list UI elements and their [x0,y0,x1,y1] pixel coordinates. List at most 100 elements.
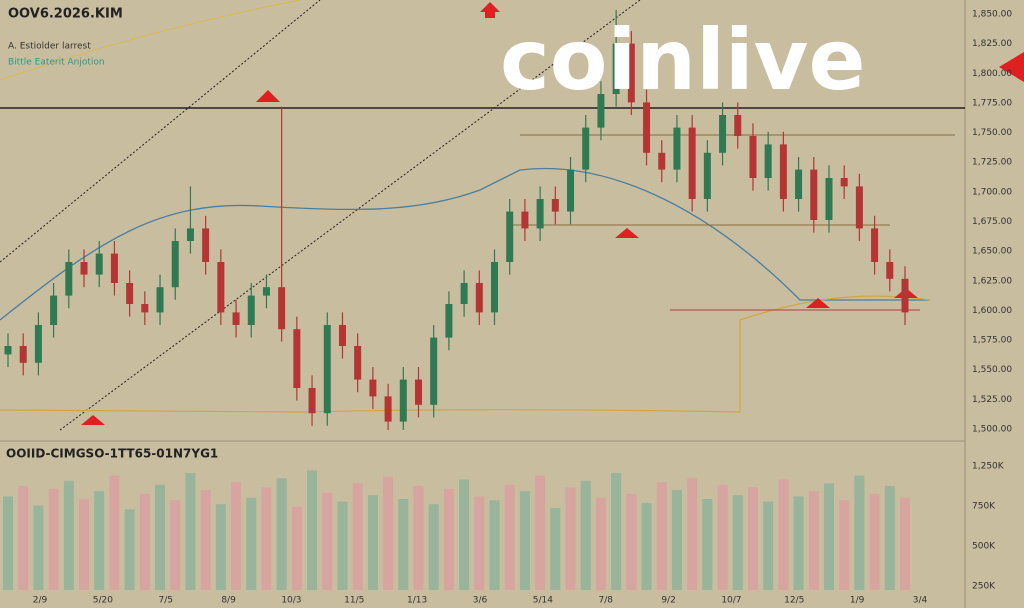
volume-bar [671,489,682,590]
candle-body [141,304,149,313]
candle-body [126,283,134,304]
trend-line [59,0,641,431]
x-tick-label: 5/14 [533,596,553,606]
volume-bar [352,483,363,590]
volume-bar [823,483,834,590]
volume-bar [656,482,667,590]
chart-title: OOV6.2026.KIM [8,7,123,22]
candle-body [293,329,301,388]
volume-bar [565,487,576,590]
volume-bar [702,499,713,590]
volume-bar [185,473,196,590]
candle-body [262,287,270,296]
candle-body [764,144,772,178]
candle-body [551,199,559,212]
price-label: 1,725.00 [972,158,1012,168]
candle-body [156,287,164,313]
moving-average [0,295,931,413]
price-label: 1,550.00 [972,365,1012,375]
volume-bar [170,500,181,590]
candle-body [384,396,392,422]
candle-body [521,211,529,229]
watermark: coinlive [500,11,865,109]
volume-bar [854,475,865,590]
x-tick-label: 10/7 [721,596,741,606]
volume-axis-label: 250K [972,582,996,592]
price-label: 1,575.00 [972,336,1012,346]
arrow-marker [81,415,105,425]
volume-bar [337,501,348,590]
candle-body [886,262,894,279]
volume-bar [778,479,789,590]
x-tick-label: 10/3 [281,596,301,606]
volume-bar [63,480,74,590]
candle-body [901,278,909,313]
volume-bar [626,493,637,590]
price-label: 1,500.00 [972,425,1012,435]
candle-body [65,262,73,296]
candle-body [506,211,514,262]
candle-body [80,262,88,275]
candle-body [688,127,696,199]
plot [3,10,910,590]
candle-body [338,325,346,346]
volume-title: OOIID-CIMGSO-1TT65-01N7YG1 [6,447,218,461]
price-label: 1,525.00 [972,395,1012,405]
price-label: 1,625.00 [972,276,1012,286]
volume-bar [3,496,13,590]
candle-body [247,295,255,325]
volume-axis-label: 500K [972,542,996,552]
candle-body [186,228,194,241]
x-tick-label: 3/6 [473,596,488,606]
volume-bar [79,499,90,590]
volume-bar [839,500,850,590]
volume-bar [550,508,561,590]
x-tick-label: 8/9 [221,596,236,606]
price-label: 1,800.00 [972,69,1012,79]
volume-bar [94,491,105,590]
arrow-marker [806,298,830,308]
volume-bar [322,492,333,590]
candle-body [323,325,331,414]
volume-bar [215,504,226,590]
candle-body [110,253,118,283]
volume-bar [793,496,804,590]
candle-body [491,262,499,313]
volume-bar [884,486,895,590]
x-tick-label: 2/9 [33,596,48,606]
price-label: 1,700.00 [972,187,1012,197]
volume-bar [474,496,485,590]
candle-body [278,287,286,330]
trend-line [0,0,321,263]
candle-body [719,115,727,153]
candle-body [536,199,544,229]
candle-body [612,43,620,94]
markers [81,2,1024,425]
volume-bar [200,489,211,590]
candle-body [475,283,483,313]
price-label: 1,750.00 [972,128,1012,138]
x-tick-label: 1/13 [407,596,427,606]
price-label: 1,775.00 [972,98,1012,108]
x-tick-label: 12/5 [784,596,804,606]
volume-bar [519,491,530,590]
candle-body [658,152,666,170]
volume-bar [155,484,166,590]
volume-bar [33,505,44,590]
candle-body [779,144,787,199]
volume-bar [413,486,424,590]
volume-bar [641,502,652,590]
candle-body [95,253,103,275]
price-label: 1,825.00 [972,39,1012,49]
subtitle: A. Estiolder larrest [8,42,91,52]
candle-body [871,228,879,262]
price-label: 1,650.00 [972,247,1012,257]
volume-axis-label: 1,250K [972,462,1005,472]
price-label: 1,600.00 [972,306,1012,316]
x-tick-label: 5/20 [93,596,113,606]
candle-body [855,186,863,229]
legend-text: Bittle Eaterit Anjotion [8,58,105,68]
candle-body [643,102,651,153]
price-label: 1,675.00 [972,217,1012,227]
